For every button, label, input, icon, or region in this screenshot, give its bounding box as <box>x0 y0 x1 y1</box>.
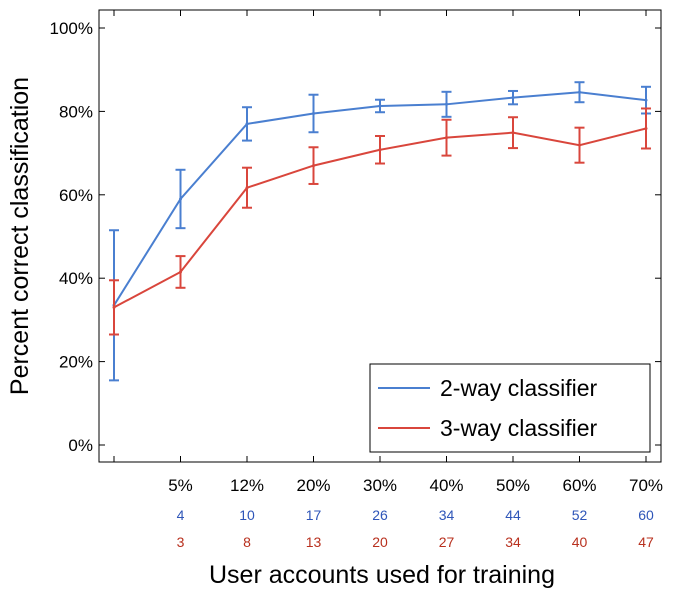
y-tick-label: 100% <box>50 19 93 38</box>
data-point <box>644 98 648 102</box>
x-axis-ticks: 5% 12% 20% 30% 40% 50% 60% 70% <box>113 10 663 495</box>
data-point <box>245 186 249 190</box>
count-label-series-1: 52 <box>572 507 588 523</box>
data-point <box>312 164 315 168</box>
count-label-series-1: 34 <box>439 507 455 523</box>
y-tick-label: 80% <box>59 102 93 121</box>
count-label-series-1: 26 <box>372 507 388 523</box>
data-point <box>179 197 182 201</box>
count-label-series-2: 20 <box>372 534 388 550</box>
y-axis-ticks: 0% 20% 40% 60% 80% 100% <box>50 19 661 455</box>
count-label-series-2: 3 <box>177 534 185 550</box>
count-label-series-1: 10 <box>239 507 255 523</box>
data-point <box>378 148 382 152</box>
data-point <box>445 136 448 140</box>
x-tick-label: 5% <box>168 476 193 495</box>
x-axis-title: User accounts used for training <box>209 561 555 589</box>
data-point <box>312 111 315 115</box>
count-label-series-1: 44 <box>505 507 521 523</box>
data-point <box>578 90 581 94</box>
x-tick-label: 40% <box>429 476 463 495</box>
count-labels: 4 10 17 26 34 44 52 60 3 8 13 20 27 34 40 47 <box>177 507 654 550</box>
legend-label-2way: 2-way classifier <box>440 375 598 401</box>
x-tick-label: 60% <box>562 476 596 495</box>
data-point <box>179 270 182 274</box>
count-label-series-2: 27 <box>439 534 455 550</box>
legend-box <box>369 363 651 453</box>
data-point <box>511 131 515 135</box>
count-label-series-2: 13 <box>306 534 322 550</box>
data-point <box>378 104 382 108</box>
y-tick-label: 20% <box>59 353 93 372</box>
legend: 2-way classifier 3-way classifier <box>369 363 651 453</box>
data-point <box>245 122 249 126</box>
legend-label-3way: 3-way classifier <box>440 415 598 441</box>
count-label-series-2: 47 <box>638 534 654 550</box>
series-layer <box>109 81 651 382</box>
y-tick-label: 60% <box>59 186 93 205</box>
x-tick-label: 20% <box>296 476 330 495</box>
x-tick-label: 70% <box>629 476 663 495</box>
count-label-series-1: 17 <box>306 507 322 523</box>
y-axis-title: Percent correct classification <box>6 77 34 395</box>
count-label-series-1: 4 <box>177 507 185 523</box>
data-point <box>112 305 116 309</box>
series-line <box>113 91 647 306</box>
x-tick-label: 12% <box>230 476 264 495</box>
series-2 <box>109 107 651 336</box>
data-point <box>511 96 515 100</box>
data-point <box>445 102 448 106</box>
y-tick-label: 0% <box>68 436 93 455</box>
data-point <box>644 126 648 130</box>
x-tick-label: 30% <box>363 476 397 495</box>
series-1 <box>109 81 651 382</box>
count-label-series-2: 40 <box>572 534 588 550</box>
y-tick-label: 40% <box>59 269 93 288</box>
x-tick-label: 50% <box>496 476 530 495</box>
data-point <box>578 143 581 147</box>
count-label-series-1: 60 <box>638 507 654 523</box>
count-label-series-2: 34 <box>505 534 521 550</box>
count-label-series-2: 8 <box>243 534 251 550</box>
